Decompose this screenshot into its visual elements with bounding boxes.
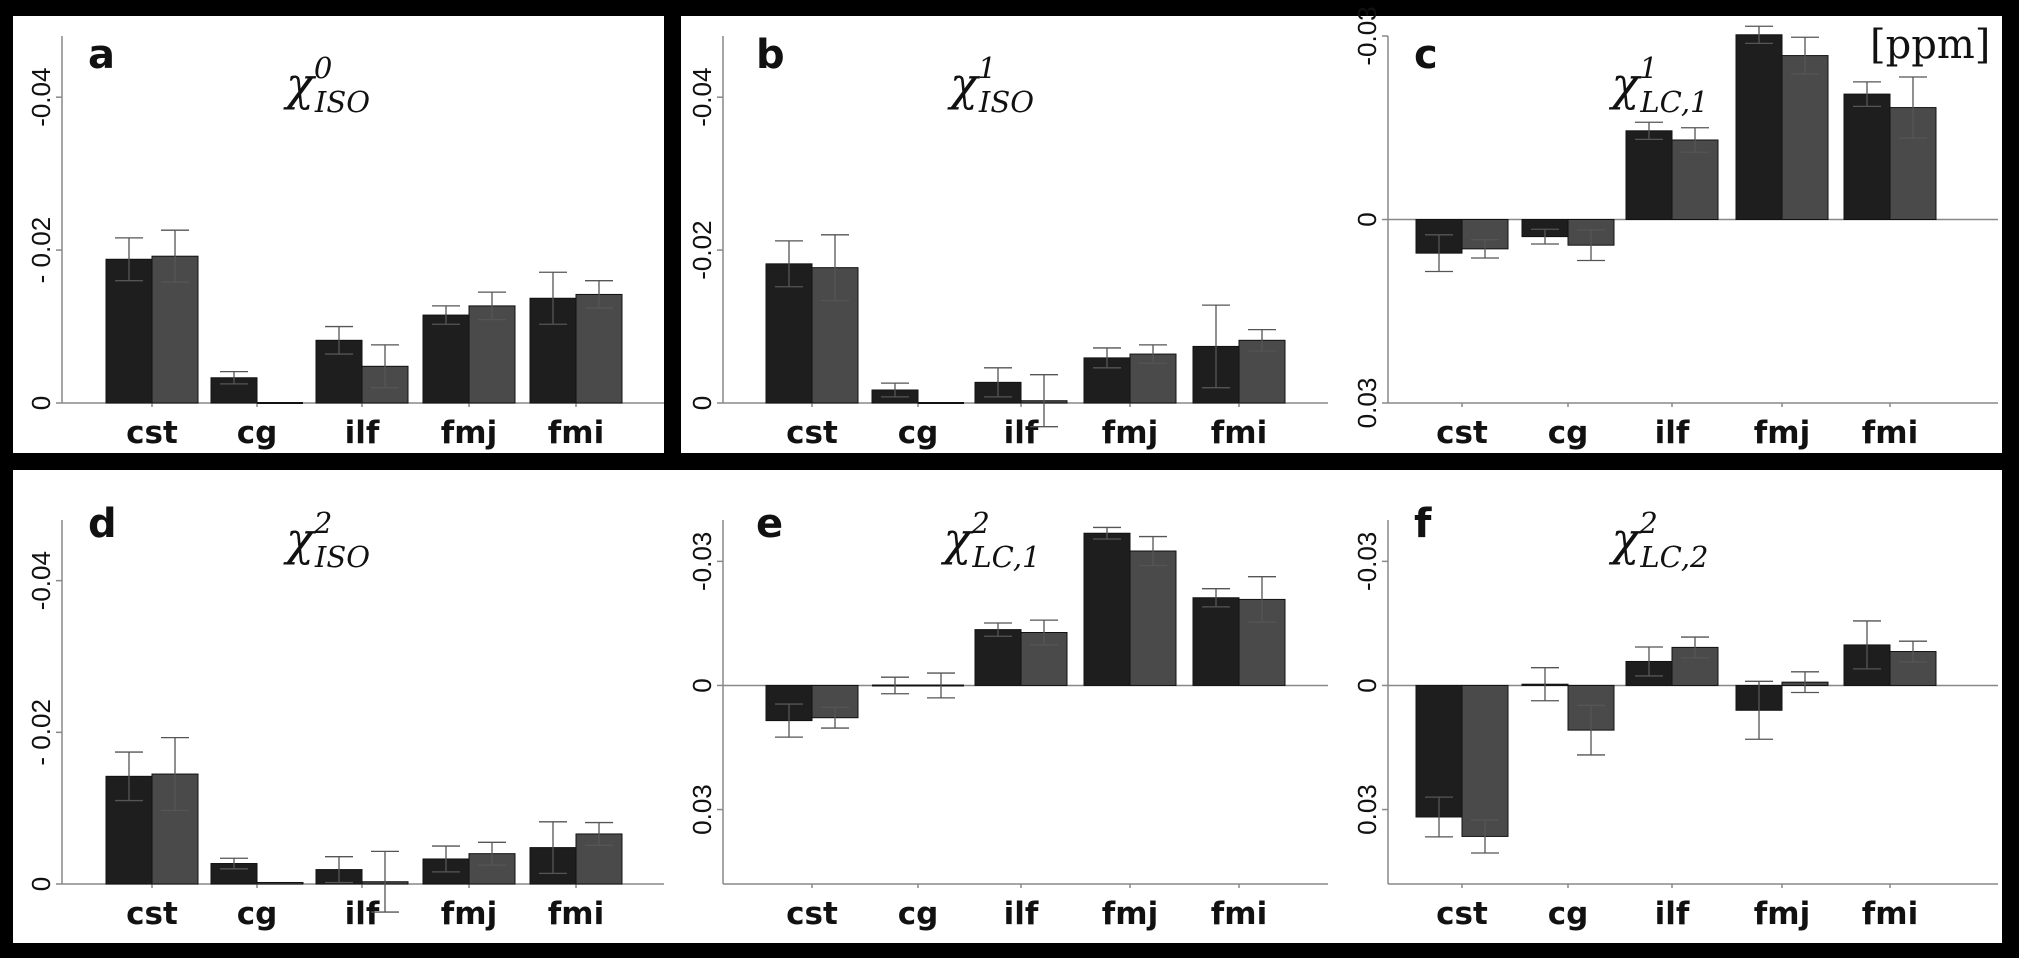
f-category-label: fmi [1862, 896, 1918, 932]
a-category-label: ilf [345, 415, 380, 451]
c-category-label: cg [1548, 415, 1589, 451]
unit-label-holder: [ppm] [1870, 22, 1990, 68]
e-panel-letter: e [756, 501, 783, 547]
c-ytick-label: 0 [1352, 212, 1382, 226]
b-panel-title: χ1 ISO [947, 51, 1034, 119]
b-ytick-label: -0.04 [687, 68, 717, 127]
a-bar-series2 [575, 293, 623, 404]
f-panel-title: χ2 LC,2 [1608, 506, 1708, 574]
d-ytick-label: - 0.02 [26, 699, 56, 766]
d-panel-title: χ2 ISO [283, 506, 370, 574]
f-category-label: fmj [1754, 896, 1810, 932]
b-category-label: fmi [1211, 415, 1267, 451]
d-category-label: ilf [345, 896, 380, 932]
e-bar-series1 [1083, 532, 1131, 686]
d-ytick-label: 0 [26, 877, 56, 891]
f-ytick-label: 0.03 [1352, 784, 1382, 835]
b-ytick-label: -0.02 [687, 220, 717, 279]
a-category-label: fmi [548, 415, 604, 451]
e-ytick-label: 0.03 [687, 784, 717, 835]
b-ytick-label: 0 [687, 396, 717, 410]
a-ytick-label: 0 [26, 396, 56, 410]
c-bar-series2 [1671, 139, 1719, 221]
c-bar-series1 [1625, 130, 1673, 220]
b-category-label: cst [786, 415, 838, 451]
d-category-label: fmj [441, 896, 497, 932]
e-ytick-label: -0.03 [687, 532, 717, 591]
f-category-label: cst [1436, 896, 1488, 932]
d-ytick-label: -0.04 [26, 551, 56, 610]
c-ytick-label: -0.03 [1352, 6, 1382, 65]
a-ytick-label: - 0.02 [26, 217, 56, 283]
f-ytick-label: -0.03 [1352, 532, 1382, 591]
c-bar-series1 [1735, 34, 1783, 220]
d-category-label: fmi [548, 896, 604, 932]
f-ytick-label: 0 [1352, 678, 1382, 692]
e-ytick-label: 0 [687, 678, 717, 692]
a-category-label: cg [237, 415, 278, 451]
e-category-label: cg [898, 896, 939, 932]
e-bar-series1 [974, 629, 1022, 686]
e-category-label: ilf [1004, 896, 1039, 932]
b-category-label: fmj [1102, 415, 1158, 451]
e-bar-series1 [1192, 597, 1240, 686]
f-bar-series1 [1415, 684, 1463, 818]
e-panel-title: χ2 LC,1 [940, 506, 1040, 574]
c-bar-series2 [1781, 55, 1829, 220]
panel-frame-def [13, 470, 2002, 943]
a-category-label: fmj [441, 415, 497, 451]
c-category-label: fmi [1862, 415, 1918, 451]
f-category-label: ilf [1655, 896, 1690, 932]
a-panel-letter: a [88, 32, 115, 78]
d-panel-letter: d [88, 501, 117, 547]
a-category-label: cst [126, 415, 178, 451]
e-category-label: fmj [1102, 896, 1158, 932]
d-category-label: cst [126, 896, 178, 932]
b-panel-letter: b [756, 32, 785, 78]
c-bar-series1 [1843, 93, 1891, 220]
c-ytick-label: 0.03 [1352, 378, 1382, 429]
b-category-label: ilf [1004, 415, 1039, 451]
c-category-label: ilf [1655, 415, 1690, 451]
c-category-label: fmj [1754, 415, 1810, 451]
a-ytick-label: -0.04 [26, 68, 56, 127]
e-category-label: cst [786, 896, 838, 932]
e-bar-series2 [1129, 550, 1177, 686]
f-panel-letter: f [1414, 501, 1432, 547]
b-category-label: cg [898, 415, 939, 451]
units-label: [ppm] [1870, 22, 1991, 68]
a-bar-series2 [468, 305, 516, 404]
a-panel-title: χ0 ISO [283, 51, 370, 119]
c-panel-letter: c [1414, 32, 1438, 78]
a-bar-series1 [422, 314, 470, 404]
c-category-label: cst [1436, 415, 1488, 451]
c-panel-title: χ1 LC,1 [1608, 51, 1708, 119]
f-category-label: cg [1548, 896, 1589, 932]
f-bar-series2 [1461, 684, 1509, 837]
d-category-label: cg [237, 896, 278, 932]
e-category-label: fmi [1211, 896, 1267, 932]
d-bar-series2 [256, 881, 304, 885]
